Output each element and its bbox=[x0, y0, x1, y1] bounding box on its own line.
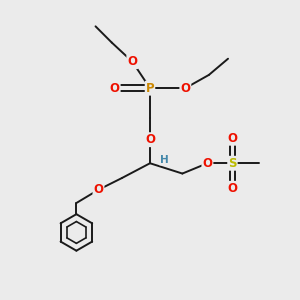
Text: O: O bbox=[127, 55, 137, 68]
Text: H: H bbox=[160, 155, 169, 165]
Text: O: O bbox=[227, 132, 237, 145]
Text: S: S bbox=[228, 157, 237, 170]
Text: O: O bbox=[145, 133, 155, 146]
Text: O: O bbox=[202, 157, 212, 170]
Text: P: P bbox=[146, 82, 154, 95]
Text: O: O bbox=[227, 182, 237, 195]
Text: O: O bbox=[94, 183, 103, 196]
Text: O: O bbox=[110, 82, 120, 95]
Text: O: O bbox=[180, 82, 190, 95]
